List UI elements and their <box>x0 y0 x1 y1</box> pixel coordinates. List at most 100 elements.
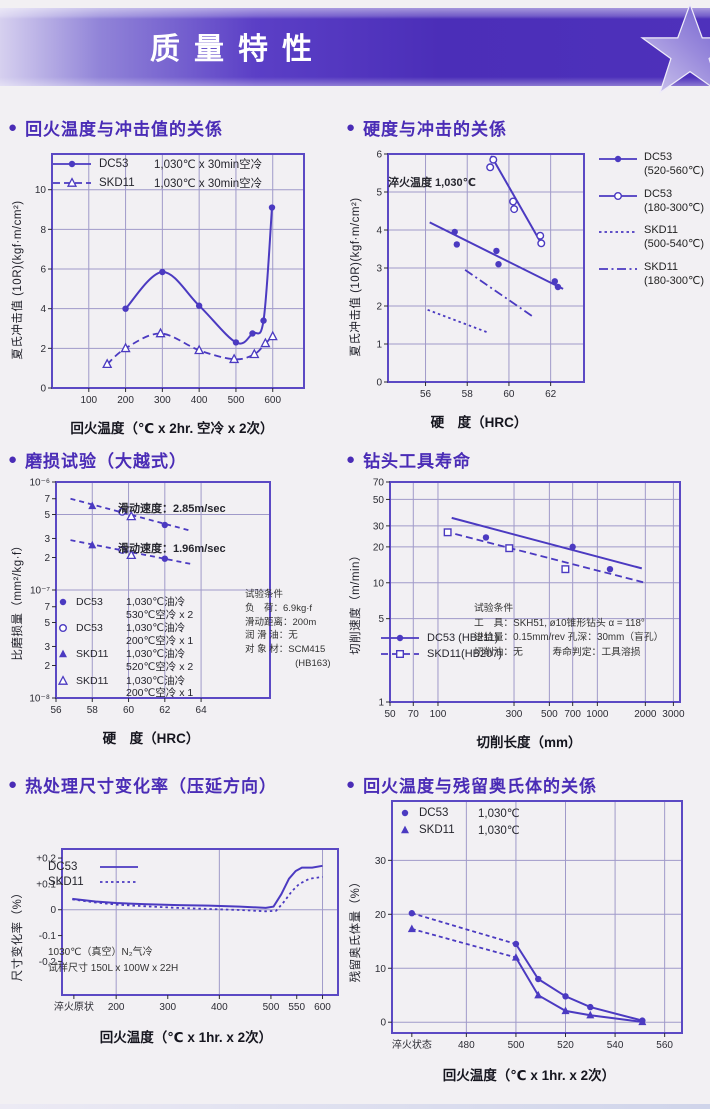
svg-text:2: 2 <box>44 553 50 564</box>
legend-key-icon <box>59 649 67 658</box>
svg-text:2000: 2000 <box>634 709 657 720</box>
svg-text:7: 7 <box>44 494 50 505</box>
svg-text:5: 5 <box>376 188 382 199</box>
svg-text:+0.1: +0.1 <box>36 879 56 890</box>
svg-text:300: 300 <box>154 395 171 406</box>
svg-text:0: 0 <box>50 905 56 916</box>
svg-text:+0.2: +0.2 <box>36 854 56 865</box>
y-axis-label: 残留奥氏体量（%） <box>350 875 362 983</box>
legend-item: SKD11 1,030℃ <box>398 823 520 837</box>
section-drill-life: ● 钻头工具寿命 切削速度（m/min） 50 70 100 300 500 700 100… <box>346 447 710 751</box>
svg-text:3: 3 <box>44 534 50 545</box>
svg-text:10: 10 <box>375 964 387 975</box>
section-title: 钻头工具寿命 <box>363 451 472 471</box>
svg-text:10⁻⁷: 10⁻⁷ <box>30 586 50 597</box>
page-title: 质量特性 <box>150 33 326 67</box>
svg-text:58: 58 <box>87 705 99 716</box>
tempering-impact-chart: 100 200 300 400 500 600 0 2 4 6 8 10 DC53 1,030℃ x … <box>26 146 318 414</box>
star-icon <box>640 2 710 95</box>
svg-text:200: 200 <box>108 1002 125 1013</box>
y-axis-label: 尺寸变化率（%） <box>12 886 24 982</box>
svg-text:70: 70 <box>408 709 420 720</box>
legend-item: SKD11 (500-540℃) <box>598 223 706 252</box>
svg-text:300: 300 <box>506 709 523 720</box>
svg-text:500: 500 <box>541 709 558 720</box>
retained-austenite-plot: 淬火状态 480 500 520 540 560 0 10 20 30 <box>375 800 683 1051</box>
chart-legend: DC53 1,030℃ x 30min空冷 SKD11 1,030℃ x 30m… <box>52 156 262 194</box>
svg-text:500: 500 <box>508 1040 525 1051</box>
legend-key-icon <box>59 624 67 633</box>
svg-text:10⁻⁶: 10⁻⁶ <box>29 478 50 489</box>
svg-text:60: 60 <box>123 705 135 716</box>
bullet-icon: ● <box>346 450 356 468</box>
y-axis-label: 比磨损量（mm²/kg·f） <box>12 539 24 661</box>
chart-legend: DC53 1,030℃ SKD11 1,030℃ <box>398 806 520 840</box>
legend-key-icon <box>57 674 69 685</box>
legend-item: SKD11 1,030℃油冷 200℃空冷 x 1 <box>56 675 193 700</box>
chart-legend: DC53 (520-560℃) DC53 (180-300℃) SKD11 (500-… <box>598 146 706 408</box>
legend-item: SKD11 <box>48 876 139 888</box>
page-bottom-edge <box>0 1104 710 1109</box>
svg-text:400: 400 <box>211 1002 228 1013</box>
svg-text:600: 600 <box>264 395 281 406</box>
legend-item: SKD11(HB207) <box>380 648 502 660</box>
section-hardness-impact: ● 硬度与冲击的关係 夏氏冲击值 (10R)(kgf·m/cm²) 56 58 60… <box>346 115 710 431</box>
y-axis-label: 夏氏冲击值 (10R)(kgf·m/cm²) <box>12 200 24 360</box>
svg-text:2: 2 <box>40 344 46 355</box>
svg-text:30: 30 <box>375 856 387 867</box>
svg-text:2: 2 <box>376 302 382 313</box>
svg-text:70: 70 <box>373 478 385 489</box>
svg-text:4: 4 <box>376 226 382 237</box>
svg-text:480: 480 <box>458 1040 475 1051</box>
svg-text:200: 200 <box>117 395 134 406</box>
svg-text:1: 1 <box>378 698 384 709</box>
quench-temp-annotation: 淬火温度 1,030℃ <box>388 177 476 189</box>
legend-item: DC53 1,030℃ x 30min空冷 <box>52 156 262 172</box>
svg-text:5: 5 <box>44 510 50 521</box>
section-title-row: ● 回火温度与冲击值的关係 <box>8 115 342 139</box>
svg-text:30: 30 <box>373 521 385 532</box>
svg-text:100: 100 <box>80 395 97 406</box>
x-axis-label: 硬 度（HRC） <box>430 415 528 430</box>
svg-text:10: 10 <box>373 578 385 589</box>
svg-text:4: 4 <box>40 304 46 315</box>
chart-legend: DC53 1,030℃油冷 530℃空冷 x 2 DC53 1,030℃油冷 200… <box>56 596 193 701</box>
legend-key-icon <box>599 155 637 163</box>
svg-text:0: 0 <box>376 378 382 389</box>
section-title-row: ● 钻头工具寿命 <box>346 447 710 471</box>
dimensional-change-plot: 淬火原状 200 300 400 500 550 600 +0.2 +0.1 0 -0.1 -0.2 <box>36 848 339 1013</box>
svg-text:3: 3 <box>44 642 50 653</box>
section-title: 磨损试验（大越式） <box>25 451 188 471</box>
svg-text:2: 2 <box>44 661 50 672</box>
legend-key-icon <box>53 160 91 168</box>
chart-legend: DC53 SKD11 <box>48 861 139 891</box>
bullet-icon: ● <box>8 450 18 468</box>
section-title: 硬度与冲击的关係 <box>363 119 508 139</box>
test-conditions-box: 试验条件 工 具：SKH51, ø10锥形钻头 α = 118° 进给量：0.1… <box>474 603 664 659</box>
x-axis-label: 回火温度（℃ x 2hr. 空冷 x 2次） <box>70 421 274 436</box>
x-axis-label: 回火温度（℃ x 1hr. x 2次） <box>442 1068 616 1083</box>
svg-text:60: 60 <box>503 389 515 400</box>
x-axis-label: 回火温度（℃ x 1hr. x 2次） <box>99 1030 273 1045</box>
section-title: 热处理尺寸变化率（压延方向） <box>25 776 278 796</box>
legend-key-icon <box>599 231 637 234</box>
hardness-impact-chart: 56 58 60 62 0 1 2 3 4 5 6 淬火温度 1,030℃ <box>364 146 594 408</box>
svg-text:520: 520 <box>557 1040 574 1051</box>
svg-text:6: 6 <box>376 150 382 161</box>
legend-key-icon <box>59 598 67 606</box>
svg-text:56: 56 <box>50 705 62 716</box>
section-wear-test: ● 磨损试验（大越式） 比磨损量（mm²/kg·f） 56 58 60 62 64 10⁻… <box>8 447 342 747</box>
svg-text:540: 540 <box>607 1040 624 1051</box>
sliding-speed-annotation: 滑动速度：2.85m/sec <box>118 503 226 515</box>
legend-key-icon <box>53 177 91 187</box>
svg-text:5: 5 <box>44 618 50 629</box>
legend-key-icon <box>100 881 138 883</box>
heat-treatment-note: 1030℃（真空）N₂气冷 试样尺寸 150L x 100W x 22H <box>48 947 179 974</box>
section-dimensional-change: ● 热处理尺寸变化率（压延方向） 尺寸变化率（%） 淬火原状 200 300 400 5… <box>8 772 342 1046</box>
svg-text:10⁻⁸: 10⁻⁸ <box>29 694 50 705</box>
header-banner: 质量特性 <box>0 2 710 95</box>
section-title-row: ● 硬度与冲击的关係 <box>346 115 710 139</box>
legend-key-icon <box>381 634 419 642</box>
legend-item: DC53 (HB211) <box>380 632 502 644</box>
